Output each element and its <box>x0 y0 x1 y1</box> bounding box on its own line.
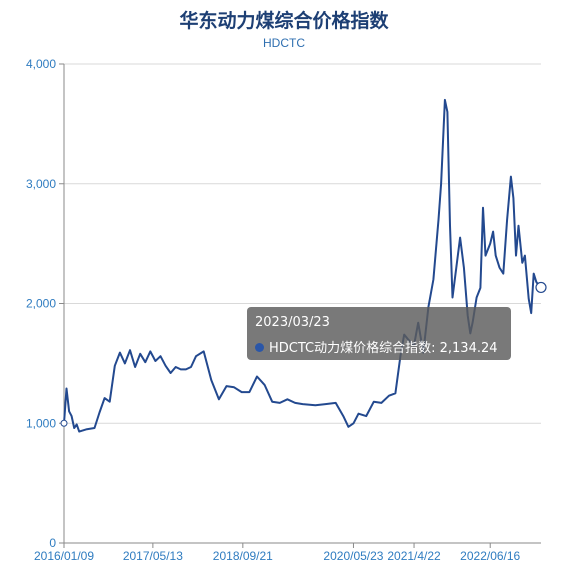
y-tick-label: 0 <box>49 536 56 550</box>
chart-title: 华东动力煤综合价格指数 <box>179 10 389 32</box>
highlight-point-marker <box>535 281 547 294</box>
tooltip-date: 2023/03/23 <box>255 315 330 330</box>
y-tick-label: 3,000 <box>26 177 56 191</box>
x-tick-label: 2017/05/13 <box>123 549 183 563</box>
x-tick-label: 2016/01/09 <box>34 549 94 563</box>
y-tick-label: 4,000 <box>26 57 56 71</box>
chart-subtitle: HDCTC <box>263 36 305 50</box>
x-tick-label: 2022/06/16 <box>460 549 520 563</box>
tooltip-series-dot <box>255 343 264 352</box>
x-tick-label: 2018/09/21 <box>213 549 273 563</box>
start-point-marker <box>60 419 68 427</box>
series-line <box>63 98 542 433</box>
series-group <box>63 98 542 433</box>
y-tick-label: 1,000 <box>26 416 56 430</box>
y-axis-labels: 0 1,000 2,000 3,000 4,000 <box>26 57 56 550</box>
x-tick-label: 2021/4/22 <box>387 549 441 563</box>
tooltip-value: HDCTC动力煤价格综合指数: 2,134.24 <box>269 341 498 356</box>
markers <box>60 281 547 427</box>
grid-lines <box>64 63 541 424</box>
y-tick-label: 2,000 <box>26 297 56 311</box>
x-axis-labels: 2016/01/09 2017/05/13 2018/09/21 2020/05/23… <box>34 549 521 563</box>
tooltip: 2023/03/23 HDCTC动力煤价格综合指数: 2,134.24 <box>247 307 511 360</box>
x-tick-label: 2020/05/23 <box>323 549 383 563</box>
axes <box>59 63 541 548</box>
